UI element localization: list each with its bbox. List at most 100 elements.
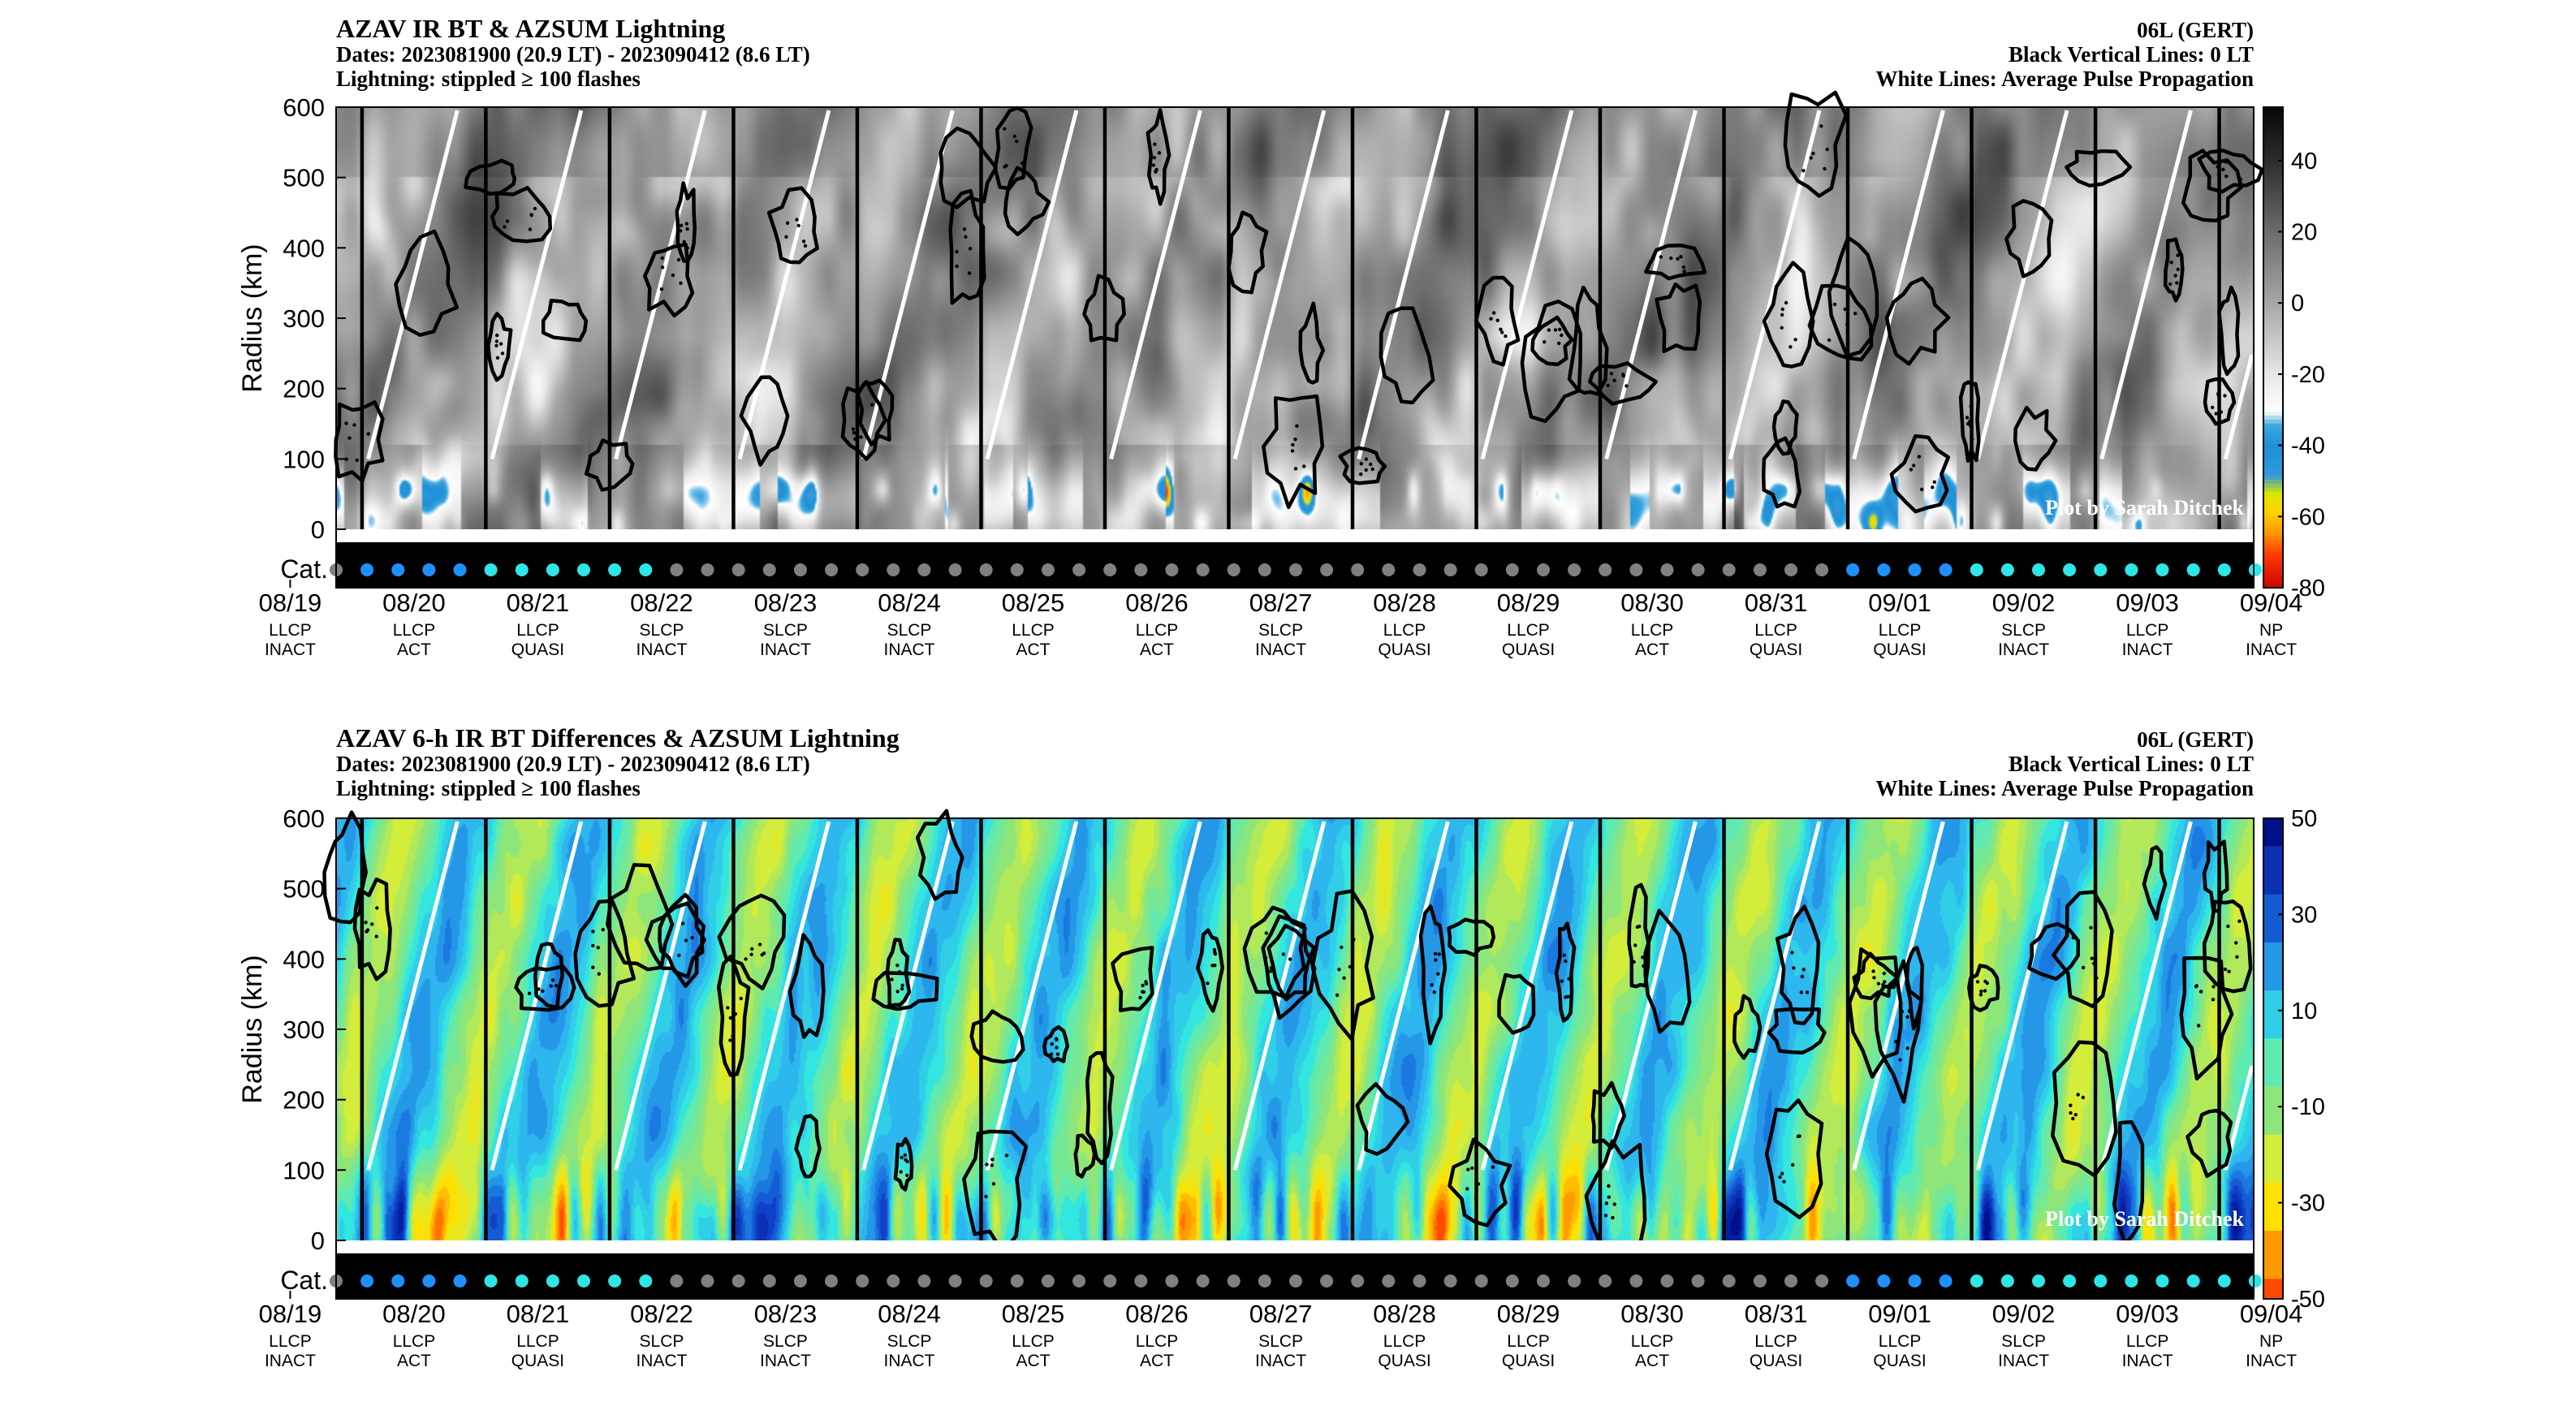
watermark: Plot by Sarah Ditchek xyxy=(2045,496,2244,520)
colorbar-segment xyxy=(2263,395,2283,400)
plot-frame xyxy=(335,817,2255,1300)
lightning-stipple xyxy=(1882,971,1886,976)
category-marker xyxy=(1196,1274,1210,1287)
lightning-stipple xyxy=(528,227,533,231)
colorbar-segment xyxy=(2263,331,2283,336)
category-marker xyxy=(1970,563,1983,576)
lightning-stipple xyxy=(1931,485,1935,490)
colorbar-segment xyxy=(2263,1239,2283,1244)
lightning-contour xyxy=(352,877,392,981)
lightning-stipple xyxy=(750,947,754,951)
y-tick-label: 500 xyxy=(283,875,325,904)
lightning-stipple xyxy=(1543,340,1547,344)
lightning-stipple xyxy=(749,952,753,957)
y-tick-label: 0 xyxy=(311,1227,325,1255)
lightning-stipple xyxy=(853,437,857,441)
x-pulse-label: LLCP xyxy=(1879,621,1922,640)
x-pulse-label: LLCP xyxy=(1012,621,1055,640)
colorbar-segment xyxy=(2263,151,2283,156)
pulse-propagation-line xyxy=(490,110,584,459)
colorbar-segment xyxy=(2263,1022,2283,1028)
colorbar-tick-label: 10 xyxy=(2291,998,2317,1024)
category-marker xyxy=(1443,563,1457,576)
pulse-propagation-line xyxy=(614,110,707,459)
colorbar-segment xyxy=(2263,1126,2283,1132)
lightning-contour xyxy=(915,809,964,901)
colorbar-segment xyxy=(2263,367,2283,373)
colorbar-segment xyxy=(2263,423,2283,429)
ir-bt-heatmap xyxy=(336,107,2254,529)
lightning-stipple xyxy=(1983,979,1987,984)
x-state-label: QUASI xyxy=(1378,640,1430,659)
colorbar-segment xyxy=(2263,499,2283,505)
lightning-stipple xyxy=(591,965,595,969)
colorbar-segment xyxy=(2263,1030,2283,1036)
x-state-label: INACT xyxy=(1255,1352,1306,1370)
colorbar-segment xyxy=(2263,547,2283,553)
lightning-contour xyxy=(2142,845,2168,921)
colorbar-segment xyxy=(2263,291,2283,296)
category-marker xyxy=(639,563,653,576)
x-state-label: INACT xyxy=(883,640,934,659)
lightning-stipple xyxy=(784,235,788,239)
lightning-stipple xyxy=(1154,167,1159,172)
colorbar-segment xyxy=(2263,1291,2283,1296)
x-state-label: ACT xyxy=(1140,640,1174,659)
lightning-stipple xyxy=(1049,1052,1054,1056)
lightning-stipple xyxy=(990,1158,995,1162)
colorbar-segment xyxy=(2263,906,2283,912)
colorbar-segment xyxy=(2263,1146,2283,1152)
colorbar-segment xyxy=(2263,335,2283,340)
category-marker xyxy=(546,563,559,576)
lightning-stipple xyxy=(1055,1052,1060,1056)
colorbar-segment xyxy=(2263,319,2283,325)
colorbar-segment xyxy=(2263,239,2283,244)
reference-lines xyxy=(360,107,2255,529)
colorbar-segment xyxy=(2263,1130,2283,1136)
colorbar-segment xyxy=(2263,858,2283,863)
colorbar-segment xyxy=(2263,1034,2283,1040)
x-state-label: ACT xyxy=(1140,1352,1174,1370)
colorbar-segment xyxy=(2263,491,2283,497)
category-marker xyxy=(1103,563,1117,576)
lightning-contour xyxy=(490,186,553,244)
category-marker xyxy=(1505,1274,1519,1287)
lightning-contour xyxy=(658,901,706,979)
chart-annotation: 06L (GERT) xyxy=(2137,18,2254,42)
lightning-stipple xyxy=(1604,1201,1609,1205)
x-state-label: QUASI xyxy=(511,1352,564,1370)
colorbar-segment xyxy=(2263,114,2283,120)
lightning-stipple xyxy=(500,352,505,356)
lightning-stipple xyxy=(2211,405,2215,410)
category-marker xyxy=(856,1274,869,1287)
lightning-stipple xyxy=(2194,984,2198,988)
lightning-contour xyxy=(1111,946,1154,1012)
lightning-stipple xyxy=(900,983,904,988)
lightning-stipple xyxy=(1020,161,1025,166)
lightning-stipple xyxy=(591,943,595,948)
lightning-stipple xyxy=(1819,124,1823,128)
category-marker xyxy=(1413,1274,1426,1287)
lightning-contour xyxy=(1448,1137,1512,1227)
lightning-stipple xyxy=(1790,1162,1795,1167)
colorbar-segment xyxy=(2263,986,2283,991)
lightning-stipple xyxy=(1920,487,1924,492)
lightning-contour xyxy=(1042,1024,1070,1063)
axis-gap xyxy=(336,529,2254,542)
lightning-stipple xyxy=(1965,416,1970,420)
lightning-stipple xyxy=(1607,1195,1612,1199)
lightning-stipple xyxy=(1433,951,1438,956)
colorbar-segment xyxy=(2263,411,2283,416)
lightning-contour xyxy=(464,158,517,196)
x-pulse-label: SLCP xyxy=(1258,1332,1303,1351)
x-date-label: 08/27 xyxy=(1249,589,1313,617)
colorbar-segment xyxy=(2263,468,2283,472)
category-marker xyxy=(546,1274,559,1287)
lightning-contour xyxy=(1418,904,1448,1046)
category-marker xyxy=(1227,1274,1241,1287)
lightning-stipple xyxy=(1560,333,1564,338)
lightning-stipple xyxy=(1612,1202,1616,1206)
category-marker xyxy=(1939,1274,1952,1287)
lightning-stipple xyxy=(2216,165,2220,169)
